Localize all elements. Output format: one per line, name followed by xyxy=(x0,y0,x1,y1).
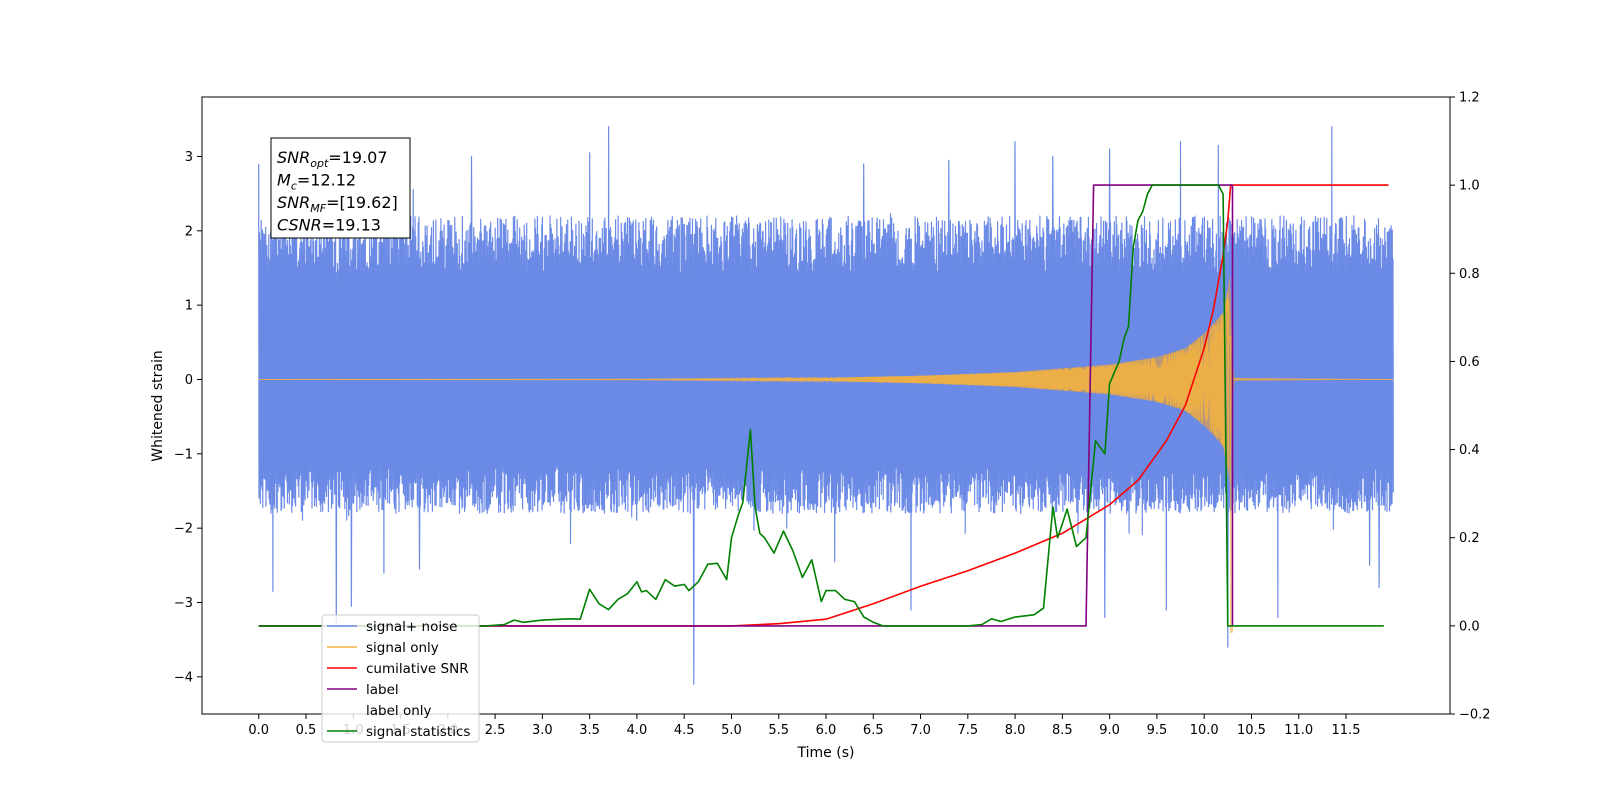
x-tick-label: 9.0 xyxy=(1099,723,1120,738)
signal-statistics-line xyxy=(258,184,1384,627)
x-tick-label: 6.5 xyxy=(863,723,884,738)
annotation-line: CSNR=19.13 xyxy=(277,216,381,235)
annotation-line: Mc=12.12 xyxy=(277,171,356,193)
x-tick-label: 4.5 xyxy=(674,723,695,738)
x-tick-label: 3.5 xyxy=(579,723,600,738)
y-left-tick-label: 0 xyxy=(185,373,193,388)
y-right-tick-label: −0.2 xyxy=(1459,708,1491,723)
x-tick-label: 8.5 xyxy=(1052,723,1073,738)
y-left-tick-label: 3 xyxy=(185,150,193,165)
signal-only-line xyxy=(258,292,1394,633)
x-tick-label: 5.5 xyxy=(768,723,789,738)
label-line xyxy=(258,184,1234,627)
y-left-tick-label: −4 xyxy=(174,670,193,685)
x-axis-label: Time (s) xyxy=(797,745,855,761)
y-right-tick-label: 0.4 xyxy=(1459,443,1480,458)
y-left-tick-label: −1 xyxy=(174,447,193,462)
legend-label: signal only xyxy=(366,640,439,656)
annotation-line: SNRMF=[19.62] xyxy=(277,193,398,215)
y-right-tick-label: 1.0 xyxy=(1459,179,1480,194)
legend: signal+ noise signal only cumilative SNR la… xyxy=(321,614,480,743)
y-axis-label-left: Whitened strain xyxy=(150,350,166,461)
signal-noise-line xyxy=(258,126,1394,685)
legend-label: cumilative SNR xyxy=(366,661,469,677)
y-right-tick-label: 0.8 xyxy=(1459,267,1480,282)
x-tick-label: 11.5 xyxy=(1332,723,1361,738)
y-right-tick-label: 0.2 xyxy=(1459,531,1480,546)
x-tick-label: 11.0 xyxy=(1284,723,1313,738)
y-right-tick-label: 0.0 xyxy=(1459,619,1480,634)
y-left-tick-label: −2 xyxy=(174,522,193,537)
y-right-tick-label: 1.2 xyxy=(1459,91,1480,106)
x-tick-label: 8.0 xyxy=(1005,723,1026,738)
y-left-tick-label: 2 xyxy=(185,224,193,239)
legend-frame xyxy=(321,614,480,743)
y-left-tick-label: −3 xyxy=(174,596,193,611)
y-left-tick-label: 1 xyxy=(185,299,193,314)
legend-label: signal+ noise xyxy=(366,619,457,635)
legend-label: label only xyxy=(366,703,432,719)
x-tick-label: 7.0 xyxy=(910,723,931,738)
x-tick-label: 2.5 xyxy=(485,723,506,738)
annotation-line: SNRopt=19.07 xyxy=(277,148,388,170)
legend-label: label xyxy=(366,682,399,698)
x-tick-label: 5.0 xyxy=(721,723,742,738)
x-tick-label: 10.5 xyxy=(1237,723,1266,738)
x-tick-label: 10.0 xyxy=(1190,723,1219,738)
x-tick-label: 6.0 xyxy=(816,723,837,738)
plot-area xyxy=(258,126,1394,685)
y-right-tick-label: 0.6 xyxy=(1459,355,1480,370)
x-tick-label: 4.0 xyxy=(627,723,648,738)
annotation-box: SNRopt=19.07Mc=12.12SNRMF=[19.62]CSNR=19… xyxy=(270,137,411,239)
annotation-frame xyxy=(270,137,411,239)
x-tick-label: 7.5 xyxy=(957,723,978,738)
cumulative-snr-line xyxy=(258,184,1389,627)
x-tick-label: 0.0 xyxy=(248,723,269,738)
x-tick-label: 9.5 xyxy=(1147,723,1168,738)
x-tick-label: 0.5 xyxy=(296,723,317,738)
legend-label: signal statistics xyxy=(366,724,470,740)
x-tick-label: 3.0 xyxy=(532,723,553,738)
